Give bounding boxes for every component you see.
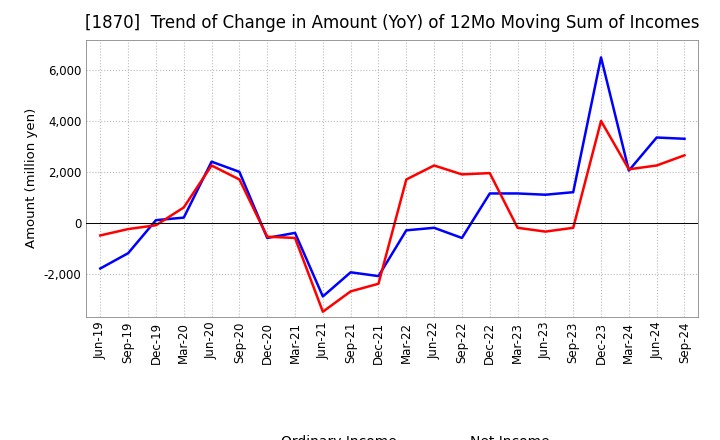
Net Income: [152, 223, 161, 228]
Ordinary Income: [318, 294, 327, 299]
Ordinary Income: [485, 191, 494, 196]
Net Income: [680, 153, 689, 158]
Ordinary Income: [152, 217, 161, 223]
Ordinary Income: [263, 235, 271, 241]
Ordinary Income: [291, 230, 300, 235]
Net Income: [124, 227, 132, 232]
Ordinary Income: [569, 190, 577, 195]
Legend: Ordinary Income, Net Income: Ordinary Income, Net Income: [230, 429, 555, 440]
Net Income: [597, 118, 606, 124]
Net Income: [569, 225, 577, 231]
Net Income: [374, 281, 383, 286]
Title: [1870]  Trend of Change in Amount (YoY) of 12Mo Moving Sum of Incomes: [1870] Trend of Change in Amount (YoY) o…: [85, 15, 700, 33]
Net Income: [346, 289, 355, 294]
Line: Ordinary Income: Ordinary Income: [100, 57, 685, 297]
Line: Net Income: Net Income: [100, 121, 685, 312]
Net Income: [513, 225, 522, 231]
Ordinary Income: [513, 191, 522, 196]
Net Income: [179, 205, 188, 210]
Net Income: [235, 177, 243, 182]
Ordinary Income: [96, 266, 104, 271]
Ordinary Income: [179, 215, 188, 220]
Net Income: [541, 229, 550, 234]
Ordinary Income: [624, 168, 633, 173]
Ordinary Income: [207, 159, 216, 164]
Net Income: [458, 172, 467, 177]
Ordinary Income: [402, 227, 410, 233]
Ordinary Income: [235, 169, 243, 175]
Ordinary Income: [652, 135, 661, 140]
Net Income: [318, 309, 327, 314]
Net Income: [96, 233, 104, 238]
Net Income: [291, 235, 300, 241]
Ordinary Income: [458, 235, 467, 241]
Y-axis label: Amount (million yen): Amount (million yen): [25, 108, 38, 248]
Net Income: [263, 234, 271, 239]
Ordinary Income: [541, 192, 550, 198]
Net Income: [624, 167, 633, 172]
Ordinary Income: [430, 225, 438, 231]
Net Income: [207, 163, 216, 168]
Ordinary Income: [374, 274, 383, 279]
Net Income: [430, 163, 438, 168]
Ordinary Income: [124, 251, 132, 256]
Net Income: [485, 170, 494, 176]
Ordinary Income: [597, 55, 606, 60]
Ordinary Income: [346, 270, 355, 275]
Ordinary Income: [680, 136, 689, 141]
Net Income: [402, 177, 410, 182]
Net Income: [652, 163, 661, 168]
